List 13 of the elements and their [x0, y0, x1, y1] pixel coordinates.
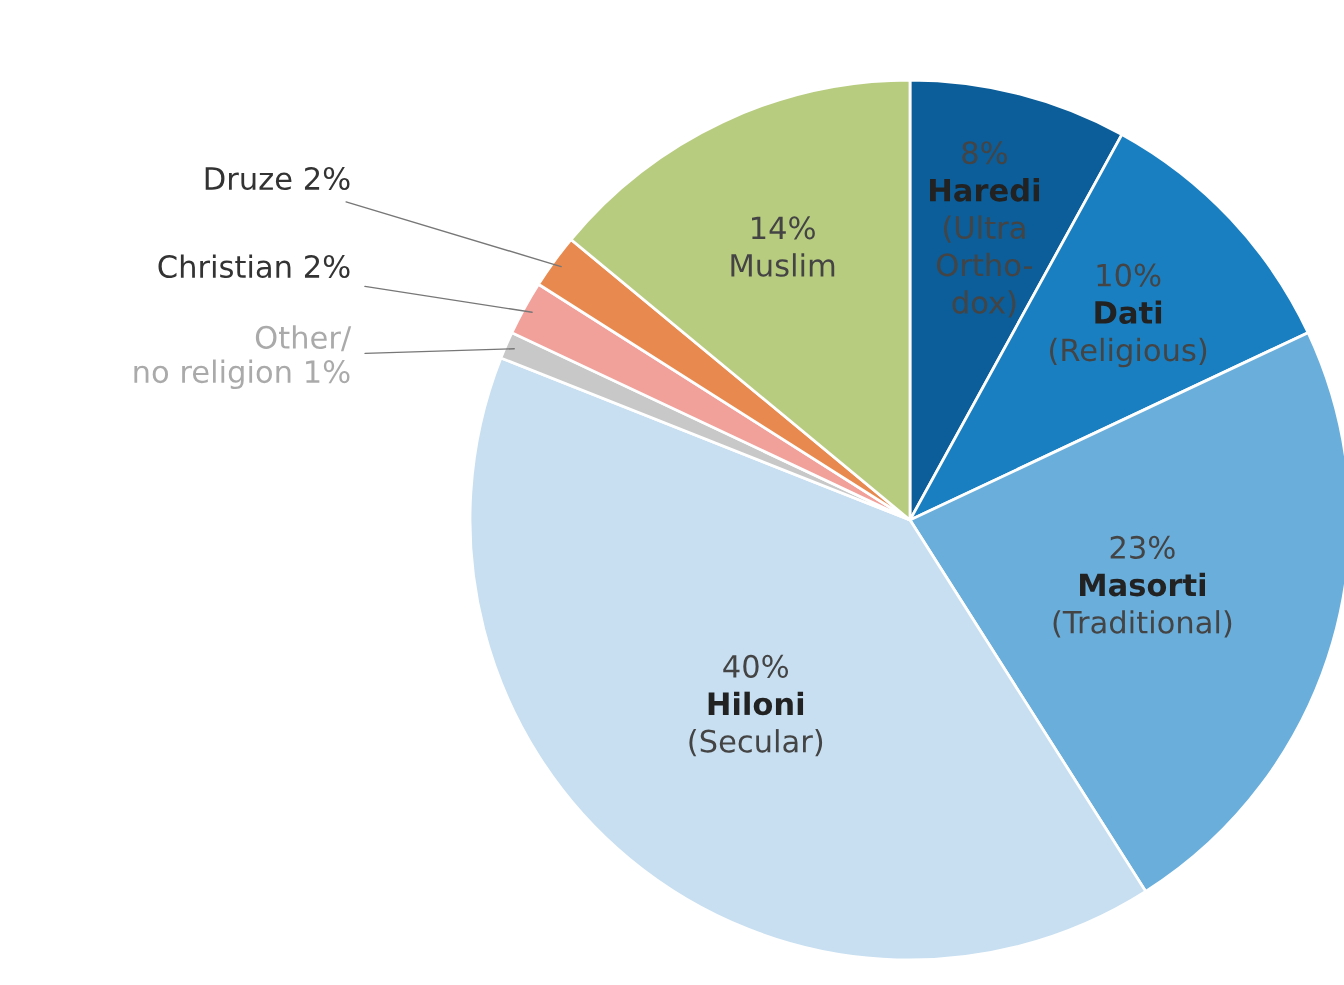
slice-label: Hiloni (Secular): [689, 691, 823, 757]
slice-label: Haredi (Ultra Ortho- dox): [930, 178, 1040, 318]
slice-label: Druze 2%: [205, 166, 350, 191]
data-label: 8%: [962, 141, 1007, 165]
data-label: 10%: [1097, 263, 1161, 287]
slice-label: Masorti (Traditional): [1053, 572, 1232, 638]
slice-label: Dati (Religious): [1050, 300, 1207, 368]
data-label: 23%: [1110, 535, 1175, 559]
slice-label: Other/ no religion 1%: [134, 325, 352, 390]
data-label: 14%: [752, 216, 815, 240]
slice-label: Christian 2%: [158, 254, 350, 279]
slice-label: Muslim: [731, 253, 835, 277]
data-label: 40%: [723, 654, 789, 678]
